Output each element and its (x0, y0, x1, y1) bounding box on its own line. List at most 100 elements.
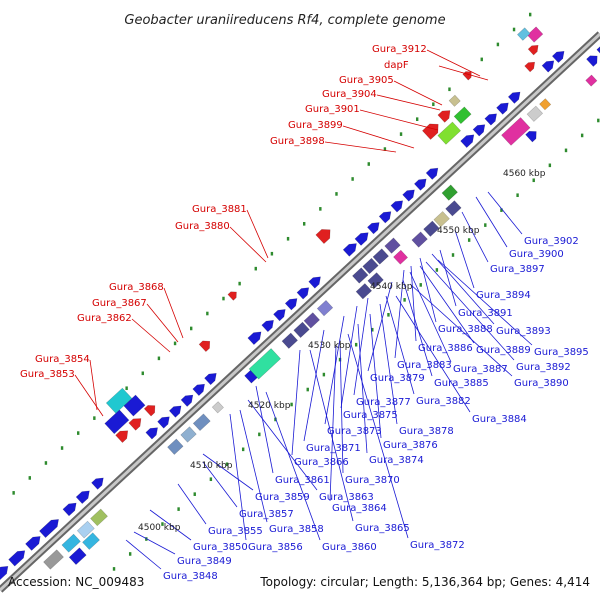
label-leader-line (461, 211, 489, 263)
gene-feature (198, 340, 211, 353)
track-dot (206, 311, 209, 316)
gene-feature (105, 387, 133, 414)
gene-label-gura-3879: Gura_3879 (370, 373, 425, 384)
track-dot (222, 296, 225, 301)
gene-feature (227, 291, 237, 301)
track-dot (77, 431, 80, 435)
gene-labels: Gura_3912 dapF Gura_3905 Gura_3904 Gura_3901… (20, 44, 589, 582)
track-dot (597, 118, 600, 123)
track-dot (338, 357, 342, 362)
track-dot (254, 266, 257, 271)
gene-label-gura-3864: Gura_3864 (332, 503, 387, 514)
gene-label-gura-3871: Gura_3871 (306, 443, 361, 454)
track-dot (290, 402, 293, 407)
label-leader-line (347, 333, 409, 539)
gene-feature (143, 405, 156, 417)
gene-label-gura-3875: Gura_3875 (343, 410, 398, 421)
track-dot (238, 281, 241, 286)
gene-feature (76, 520, 95, 539)
gene-label-gura-3891: Gura_3891 (458, 308, 513, 319)
track-dot (419, 283, 422, 287)
gene-feature (437, 121, 461, 145)
track-dot (532, 178, 535, 183)
gene-feature (192, 383, 205, 396)
gene-feature (460, 134, 475, 148)
track-dot (580, 133, 584, 138)
gene-feature (91, 477, 104, 490)
gene-label-gura-3893: Gura_3893 (496, 326, 551, 337)
gene-label-dapf: dapF (384, 60, 409, 71)
gene-label-gura-3888: Gura_3888 (438, 324, 493, 335)
gene-feature (448, 94, 461, 107)
track-dot (415, 117, 419, 121)
gene-feature (585, 74, 598, 87)
map-title: Geobacter uraniireducens Rf4, complete g… (124, 13, 445, 28)
track-dot (44, 461, 48, 465)
gene-label-gura-3904: Gura_3904 (322, 89, 377, 100)
track-dot (286, 236, 290, 241)
gene-feature (82, 532, 100, 550)
gene-label-gura-3863: Gura_3863 (319, 492, 374, 503)
gene-label-gura-3868: Gura_3868 (109, 282, 164, 293)
genome-axis-highlight (0, 32, 600, 592)
gene-feature (527, 45, 539, 56)
gene-label-gura-3870: Gura_3870 (345, 475, 400, 486)
label-leader-line (487, 191, 523, 235)
gene-feature (204, 373, 217, 386)
gene-feature (453, 106, 472, 125)
track-dot (190, 326, 193, 331)
track-dot (173, 341, 177, 346)
gene-label-gura-3854: Gura_3854 (35, 354, 90, 365)
gene-feature (284, 298, 298, 311)
gene-label-gura-3894: Gura_3894 (476, 290, 531, 301)
gene-label-gura-3872: Gura_3872 (410, 540, 465, 551)
label-leader-line (402, 279, 433, 377)
gene-feature (296, 287, 310, 300)
label-leader-line (385, 295, 415, 395)
gene-feature (355, 283, 373, 300)
gene-feature (551, 50, 565, 64)
gene-label-gura-3900: Gura_3900 (509, 249, 564, 260)
track-dot (512, 27, 516, 32)
gene-feature (507, 91, 521, 104)
track-dot (28, 476, 31, 480)
track-dot (484, 223, 487, 227)
track-dot (480, 57, 483, 62)
gene-feature (472, 124, 486, 137)
gene-feature (43, 549, 64, 570)
gene-feature (422, 123, 439, 140)
label-leader-line (202, 461, 238, 508)
label-leader-line (439, 249, 457, 307)
label-leader-line (419, 265, 475, 344)
gene-feature (8, 550, 26, 567)
label-leader-line (419, 257, 437, 323)
track-dot (12, 491, 15, 495)
gene-feature (115, 430, 129, 443)
gene-label-gura-3876: Gura_3876 (383, 440, 438, 451)
track-dot (367, 162, 370, 166)
gene-label-gura-3889: Gura_3889 (476, 345, 531, 356)
gene-feature (128, 418, 142, 431)
track-dot (112, 567, 116, 571)
label-leader-line (357, 323, 368, 454)
track-dot (432, 102, 435, 107)
gene-label-gura-3873: Gura_3873 (327, 426, 382, 437)
label-leader-line (74, 374, 104, 417)
track-dot (60, 446, 64, 450)
gene-feature (316, 300, 334, 317)
kbp-tick-label: 4530 kbp (308, 341, 351, 351)
track-dot (225, 462, 229, 467)
label-leader-line (425, 261, 515, 361)
gene-label-gura-3885: Gura_3885 (434, 378, 489, 389)
gene-label-gura-3860: Gura_3860 (322, 542, 377, 553)
gene-feature (484, 113, 497, 126)
track-dot (354, 342, 358, 347)
gene-feature (75, 490, 90, 504)
gene-feature (354, 232, 369, 246)
gene-feature (362, 257, 379, 275)
kbp-tick-label: 4560 kbp (503, 169, 546, 179)
label-leader-line (409, 283, 513, 377)
label-leader-line (229, 413, 247, 541)
gene-feature (413, 178, 427, 191)
